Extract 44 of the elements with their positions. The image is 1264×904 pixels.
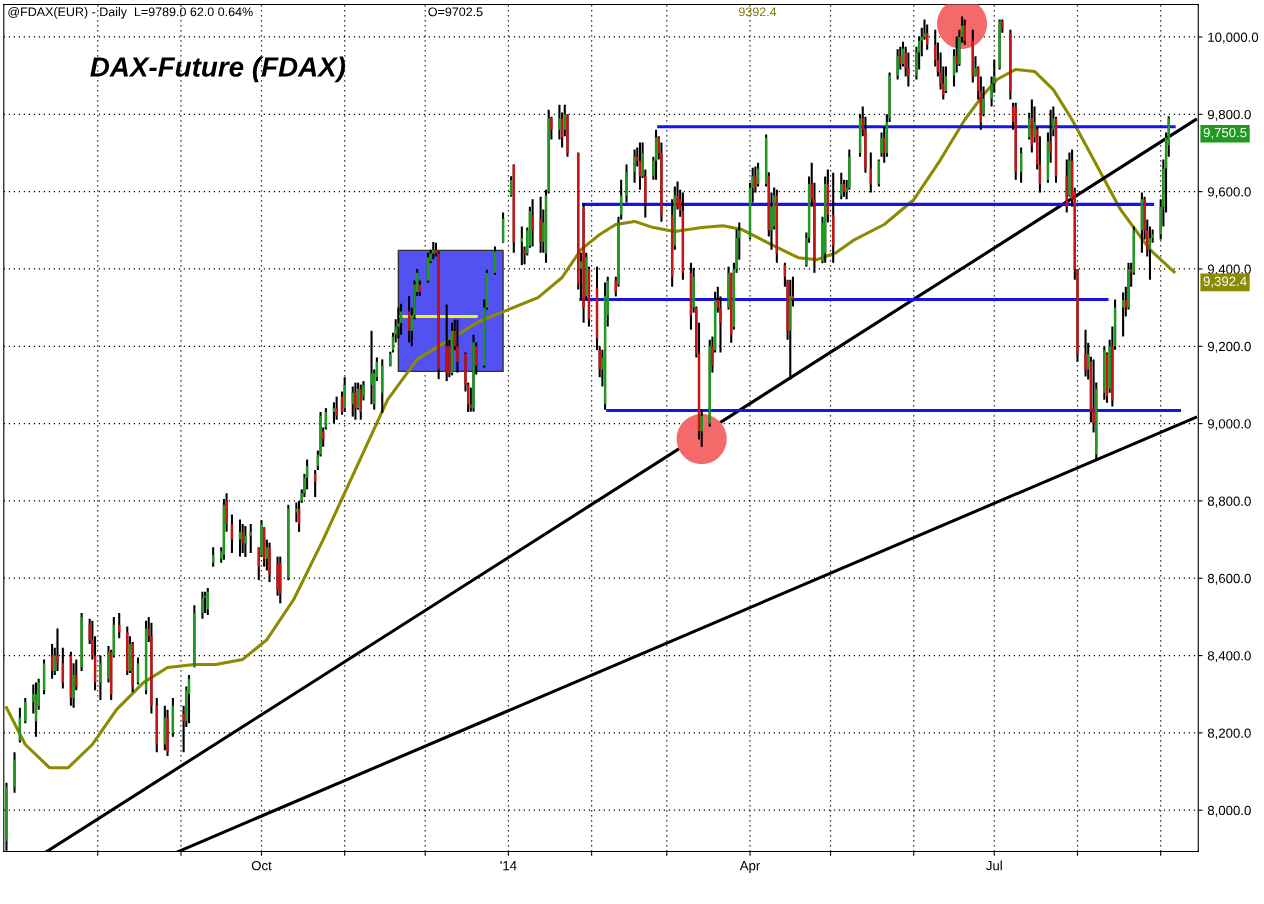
- candlestick: [445, 303, 448, 383]
- y-tick-label: 9,800.0: [1207, 109, 1251, 121]
- candlestick: [389, 350, 392, 368]
- candlestick: [268, 541, 271, 584]
- text: DAX-Future (FDAX): [90, 56, 346, 83]
- candlestick: [335, 395, 338, 421]
- candlestick: [370, 329, 373, 406]
- x-tick-label: Jul: [986, 860, 1002, 871]
- candlestick: [582, 202, 585, 324]
- y-tick-label: 10,000.0: [1208, 32, 1259, 44]
- text: 9,392.4: [1203, 276, 1247, 288]
- candlestick: [1084, 328, 1087, 378]
- candlestick: [13, 751, 16, 794]
- y-tick-label: 8,400.0: [1207, 651, 1251, 663]
- candlestick: [244, 525, 247, 559]
- candlestick: [633, 148, 636, 184]
- candlestick: [397, 306, 400, 340]
- candlestick: [354, 381, 357, 421]
- x-tick-label: Apr: [739, 861, 761, 873]
- x-tick-label: '14: [500, 861, 517, 871]
- y-tick-label: 9,600.0: [1207, 187, 1251, 199]
- candlestick: [241, 523, 244, 555]
- y-tick-label: 8,200.0: [1207, 728, 1251, 740]
- annotation: O=9702.5: [428, 7, 483, 17]
- y-tick-label: 8,000.0: [1207, 805, 1251, 817]
- candlestick: [472, 333, 475, 413]
- annotation: 9392.4: [738, 7, 777, 17]
- candlestick: [531, 198, 534, 248]
- candlestick: [287, 503, 290, 582]
- candlestick: [201, 590, 204, 620]
- candlestick: [56, 627, 59, 673]
- candlestick: [896, 48, 899, 81]
- y-tick-label: 9,000.0: [1207, 419, 1251, 431]
- candlestick: [907, 51, 910, 88]
- annotation: @FDAX(EUR) - Daily L=9789.0 62.0 0.64%: [8, 7, 253, 19]
- y-tick-label: 9,400.0: [1207, 264, 1251, 276]
- y-tick-label: 8,600.0: [1207, 573, 1251, 585]
- candlestick: [131, 640, 134, 694]
- x-tick-label: Oct: [251, 860, 272, 871]
- candlestick: [539, 195, 542, 254]
- candlestick: [456, 318, 459, 374]
- text: 9,750.5: [1203, 127, 1247, 139]
- y-tick-label: 8,800.0: [1207, 496, 1251, 508]
- y-tick-label: 9,200.0: [1207, 341, 1251, 353]
